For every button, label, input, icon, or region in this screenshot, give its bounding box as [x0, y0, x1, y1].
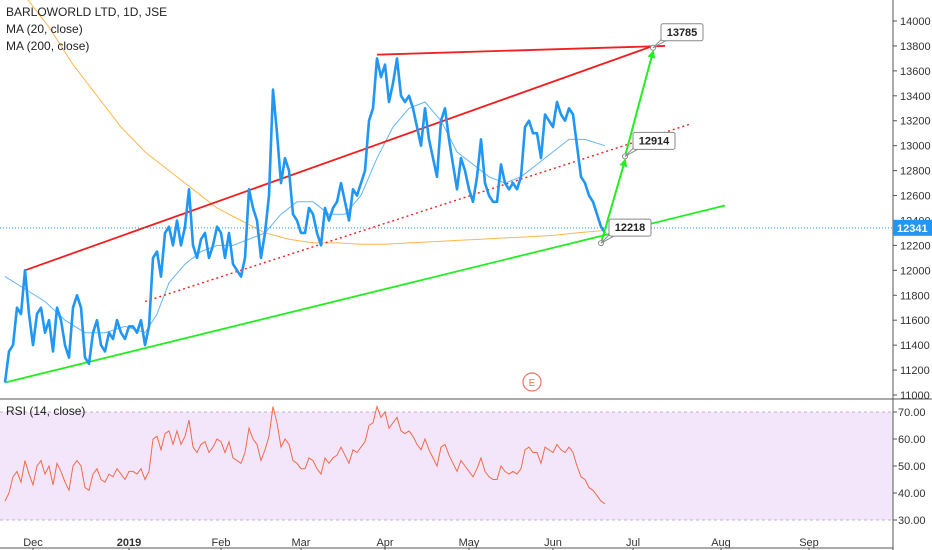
price-tick-label: 11400 [900, 340, 930, 352]
callout-label: 13785 [667, 27, 698, 39]
month-label: Jun [544, 537, 562, 549]
month-label: Mar [292, 537, 311, 549]
callout-label: 12218 [615, 222, 646, 234]
projection-arrow [600, 158, 628, 244]
callout-12914: 12914 [622, 131, 676, 160]
trendline-resistance-top [376, 45, 666, 56]
price-tick-label: 11000 [900, 390, 930, 402]
month-label: Sep [799, 537, 819, 549]
chart-title[interactable]: BARLOWORLD LTD, 1D, JSE [6, 5, 168, 19]
price-tick-label: 12200 [900, 240, 931, 252]
projection-arrows [600, 49, 656, 244]
ma200-series [27, 0, 606, 245]
price-tick-label: 12600 [900, 191, 931, 203]
ma20-legend[interactable]: MA (20, close) [6, 22, 83, 36]
rsi-series [4, 404, 606, 505]
price-tick-label: 11200 [900, 365, 930, 377]
rsi-tick-label: 70.00 [898, 407, 926, 419]
ma200-line [27, 0, 606, 245]
trendline-midline [144, 123, 690, 303]
callout-box [632, 131, 676, 150]
current-price-tag-label: 12341 [897, 223, 928, 235]
price-tick-label: 12000 [900, 265, 931, 277]
rsi-tick-label: 30.00 [898, 515, 926, 527]
price-tick-label: 14000 [900, 16, 931, 28]
price-tick-label: 13200 [900, 116, 931, 128]
earnings-event[interactable]: E [522, 372, 542, 392]
time-axis[interactable]: Dec 2019 Feb Mar Apr May Jun Jul Aug Sep [23, 537, 819, 550]
price-tick-label: 11600 [900, 315, 930, 327]
month-label: 2019 [117, 537, 141, 549]
callout-13785: 13785 [650, 23, 704, 51]
month-label: Aug [711, 537, 731, 549]
month-label: Feb [212, 537, 231, 549]
ma20-line [4, 101, 606, 334]
rsi-tick-label: 60.00 [898, 434, 926, 446]
price-tick-label: 13400 [900, 91, 931, 103]
current-price-tag-bg [893, 219, 932, 236]
rsi-legend[interactable]: RSI (14, close) [6, 404, 86, 418]
ma20-series [4, 101, 606, 334]
projection-arrow [624, 49, 656, 157]
price-series [3, 57, 607, 383]
rsi-axis[interactable]: 30.00 40.00 50.00 60.00 70.00 [893, 407, 926, 527]
price-tick-label: 13600 [900, 66, 931, 78]
price-axis[interactable]: 1100011200114001160011800120001220012400… [893, 16, 932, 402]
rsi-band [0, 411, 893, 521]
trendline-resistance [24, 45, 654, 272]
month-label: May [459, 537, 480, 549]
rsi-tick-label: 50.00 [898, 461, 926, 473]
price-tick-label: 12800 [900, 166, 931, 178]
callout-label: 12914 [639, 135, 670, 147]
trendline-support [4, 204, 726, 384]
trendlines [0, 45, 893, 384]
current-price-tag: 12341 [893, 219, 932, 236]
ma200-legend[interactable]: MA (200, close) [6, 39, 90, 53]
price-line [3, 57, 607, 383]
price-tick-label: 11800 [900, 290, 930, 302]
callout-box [608, 218, 652, 237]
callouts: 12218 12914 13785 [598, 23, 704, 247]
month-label: Dec [23, 537, 43, 549]
month-label: Jul [626, 537, 640, 549]
rsi-band-fill [0, 412, 893, 520]
month-label: Apr [376, 537, 393, 549]
price-tick-label: 13800 [900, 41, 931, 53]
rsi-tick-label: 40.00 [898, 488, 926, 500]
svg-text:E: E [529, 378, 536, 389]
earnings-icon[interactable] [522, 372, 542, 392]
callout-12218: 12218 [598, 218, 652, 247]
callout-box [660, 23, 704, 42]
rsi-line [4, 404, 606, 505]
price-tick-label: 13000 [900, 141, 931, 153]
